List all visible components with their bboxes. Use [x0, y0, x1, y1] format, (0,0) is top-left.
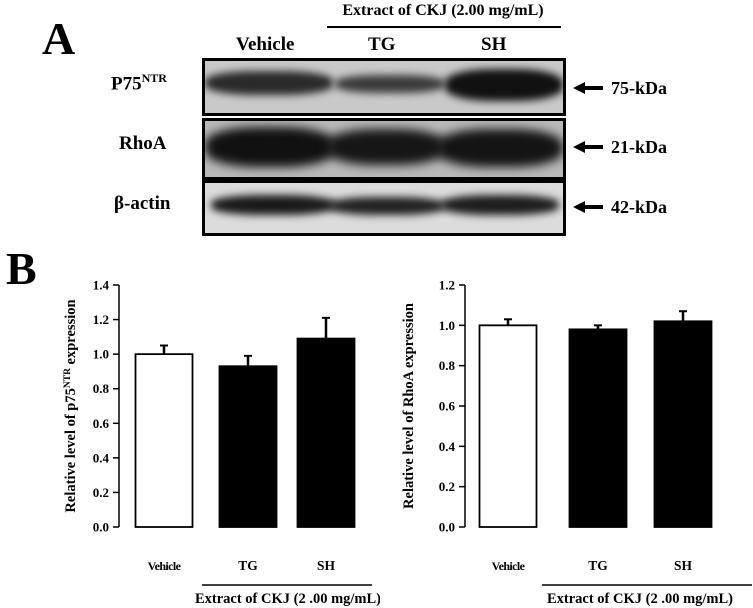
y-tick-label: 1.2 — [93, 312, 109, 327]
y-tick-label: 0.4 — [93, 450, 110, 465]
size-label-p75: 75-kDa — [611, 78, 668, 98]
blot-p75ntr — [202, 58, 566, 116]
x-tick-label: TG — [238, 558, 258, 573]
row-label-rhoa: RhoA — [119, 133, 167, 154]
y-tick-label: 0.4 — [439, 439, 456, 454]
band — [205, 71, 333, 95]
y-tick-label: 0.0 — [439, 520, 455, 535]
x-tick-label: SH — [674, 558, 693, 573]
size-label-beta-actin: 42-kDa — [611, 197, 668, 217]
y-tick-label: 0.8 — [439, 358, 456, 373]
y-axis-label: Relative level of RhoA expression — [401, 303, 417, 509]
x-tick-label: Vehicle — [148, 559, 182, 573]
band — [445, 69, 563, 101]
panel-a-label: A — [42, 13, 76, 64]
arrow-icon — [573, 141, 603, 153]
band — [327, 129, 445, 165]
band — [205, 127, 335, 167]
lane-label-vehicle: Vehicle — [236, 34, 295, 55]
y-tick-label: 0.2 — [439, 479, 455, 494]
band — [437, 129, 563, 167]
x-tick-label: SH — [317, 558, 336, 573]
y-tick-label: 1.4 — [93, 278, 110, 293]
x-tick-label: TG — [588, 558, 608, 573]
extract-label: Extract of CKJ (2.00 mg/mL) — [342, 2, 544, 19]
extract-bracket-line — [327, 26, 561, 28]
lane-label-tg: TG — [368, 34, 396, 55]
band — [329, 197, 445, 215]
x-tick-label: Vehicle — [492, 559, 526, 573]
blot-rhoa — [202, 118, 566, 180]
chart-rhoa: 0.0 0.2 0.4 0.6 0.8 1.0 1.2 Relative level of R… — [401, 278, 752, 607]
bar-sh — [296, 337, 356, 528]
y-axis-label: Relative level of p75NTR expression — [63, 299, 79, 512]
y-tick-label: 1.0 — [93, 347, 109, 362]
band — [211, 195, 335, 215]
band — [441, 195, 559, 215]
y-tick-label: 0.6 — [439, 399, 456, 414]
bar-vehicle — [134, 353, 194, 528]
lane-label-sh: SH — [481, 34, 507, 55]
row-label-beta-actin: β-actin — [114, 193, 171, 214]
bar-tg — [568, 328, 628, 528]
bar-sh — [653, 320, 713, 528]
band — [335, 75, 445, 93]
blot-beta-actin — [202, 180, 566, 236]
row-label-p75: P75NTR — [111, 71, 167, 95]
arrow-icon — [573, 201, 603, 213]
chart-p75ntr: 0.0 0.2 0.4 0.6 0.8 1.0 1.2 1.4 Relative level o… — [63, 278, 380, 608]
y-tick-label: 0.0 — [93, 520, 109, 535]
group-label: Extract of CKJ (2 .00 mg/mL) — [547, 591, 733, 607]
y-tick-label: 0.2 — [93, 485, 109, 500]
bar-vehicle — [478, 324, 538, 528]
y-tick-label: 0.8 — [93, 381, 110, 396]
y-tick-label: 0.6 — [93, 416, 110, 431]
panel-b-label: B — [6, 243, 37, 294]
arrow-icon — [573, 82, 603, 94]
extract-header: Extract of CKJ (2.00 mg/mL) — [325, 2, 561, 20]
size-label-rhoa: 21-kDa — [611, 137, 668, 157]
y-tick-label: 1.2 — [439, 278, 455, 293]
group-label: Extract of CKJ (2 .00 mg/mL) — [195, 591, 380, 607]
p75-superscript: NTR — [141, 71, 167, 85]
bar-tg — [218, 365, 278, 528]
y-tick-label: 1.0 — [439, 318, 455, 333]
p75-name: P75 — [111, 73, 142, 95]
